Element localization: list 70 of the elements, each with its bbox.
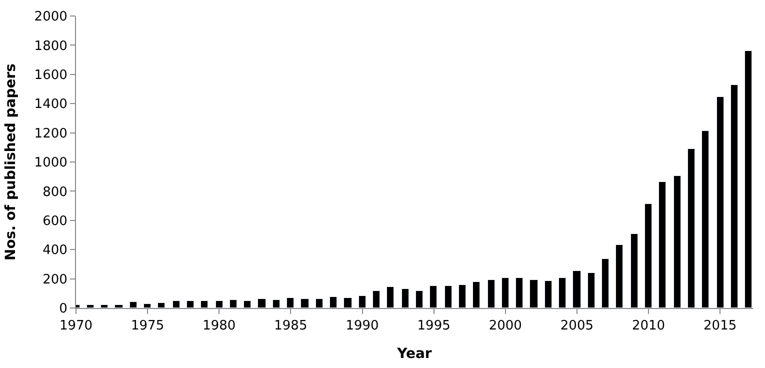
bar (358, 296, 366, 308)
y-tick-label: 2000 (34, 10, 68, 25)
bar (244, 300, 251, 308)
y-axis-title: Nos. of published papers (2, 64, 19, 260)
x-tick-label: 1995 (417, 318, 450, 334)
bar (572, 270, 581, 308)
x-tick-label: 2005 (560, 318, 594, 334)
bar (472, 282, 480, 308)
bar (200, 300, 208, 308)
bar (172, 300, 180, 308)
bar (458, 284, 466, 308)
bar (258, 298, 266, 308)
bar (158, 302, 165, 308)
bar (516, 278, 523, 308)
bar (658, 182, 666, 308)
bar (86, 304, 94, 308)
x-tick-label: 1990 (346, 318, 379, 334)
bar (588, 272, 595, 308)
bar (674, 176, 681, 308)
bar (558, 278, 566, 308)
bar (488, 280, 495, 308)
bar (344, 298, 352, 308)
y-tick-label: 400 (42, 243, 68, 258)
x-tick-label: 1970 (59, 318, 93, 334)
bar (216, 300, 223, 308)
bar (186, 300, 194, 308)
y-tick-label: 1800 (34, 38, 68, 54)
bar (272, 300, 280, 308)
bar (444, 286, 452, 308)
y-tick-label: 1000 (34, 156, 68, 171)
bar (144, 304, 151, 308)
bar (402, 288, 409, 308)
bar (544, 280, 552, 308)
bar (330, 296, 337, 308)
x-tick-label: 2000 (488, 318, 522, 334)
bar (530, 280, 538, 308)
bar (300, 298, 309, 308)
y-tick-label: 200 (42, 272, 68, 288)
y-tick-label: 1400 (34, 97, 68, 112)
bar (702, 130, 709, 308)
x-axis-title: Year (396, 346, 432, 362)
bar (114, 304, 123, 308)
y-tick-label: 1600 (34, 68, 68, 83)
bar (644, 204, 652, 308)
bar (386, 286, 394, 308)
bar (100, 304, 108, 308)
bar (316, 298, 323, 308)
y-tick-label: 1200 (34, 126, 68, 142)
x-tick-label: 2010 (632, 318, 666, 334)
y-tick-label: 600 (42, 214, 68, 229)
y-tick-label: 800 (42, 184, 68, 200)
bar (688, 148, 695, 308)
x-tick-label: 1985 (274, 318, 308, 334)
bar (630, 234, 638, 308)
bar (616, 244, 623, 308)
bar (286, 298, 294, 308)
x-tick-label: 1980 (202, 318, 236, 334)
x-tick-label: 2015 (704, 318, 737, 334)
bar (730, 84, 738, 308)
bar (416, 290, 423, 308)
bar (130, 302, 137, 308)
bar (716, 96, 724, 308)
y-tick-label: 0 (59, 302, 68, 317)
bar (744, 50, 752, 308)
bar (230, 300, 237, 308)
x-tick-label: 1975 (131, 318, 164, 334)
bar (502, 278, 509, 308)
bar (602, 258, 609, 308)
bar (372, 290, 380, 308)
bar (430, 286, 437, 308)
